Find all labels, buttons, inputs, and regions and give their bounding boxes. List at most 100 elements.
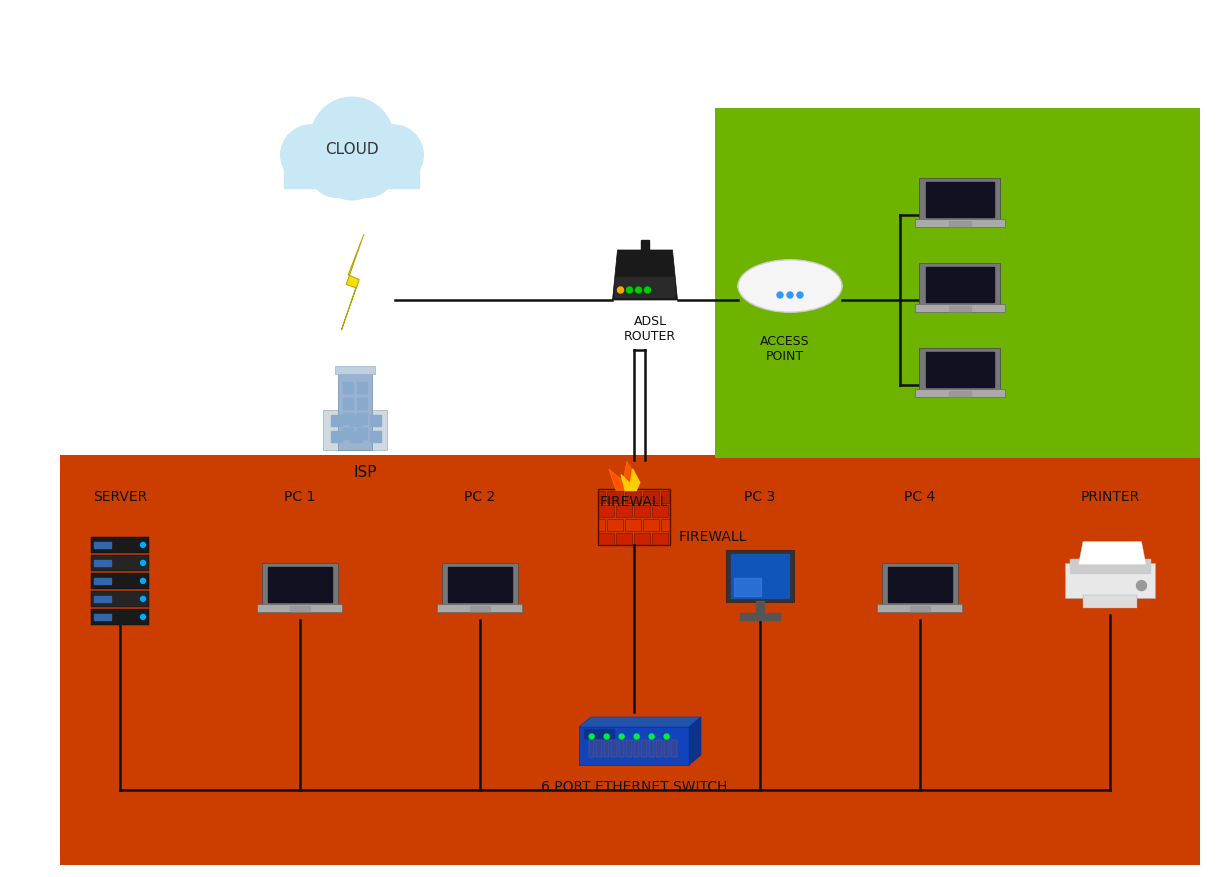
Bar (643, 491, 659, 503)
Circle shape (618, 287, 624, 293)
Bar (94, 614, 111, 619)
Bar (641, 740, 647, 758)
Bar (949, 221, 971, 226)
Circle shape (589, 734, 595, 739)
Circle shape (604, 734, 609, 739)
Text: 6 PORT ETHERNET SWITCH: 6 PORT ETHERNET SWITCH (541, 780, 728, 794)
Bar (617, 505, 631, 517)
Circle shape (626, 287, 632, 293)
Bar (915, 389, 1005, 397)
Bar (598, 519, 604, 531)
Circle shape (309, 140, 365, 197)
Bar (736, 288, 844, 335)
Bar (661, 519, 670, 531)
Bar (1065, 562, 1155, 597)
Bar (657, 740, 662, 758)
Bar (756, 602, 764, 614)
Bar (94, 578, 111, 583)
Bar (926, 267, 994, 303)
Bar (335, 367, 375, 374)
Bar (60, 455, 1200, 865)
Circle shape (140, 596, 145, 602)
Bar (615, 277, 674, 297)
Bar (579, 727, 689, 765)
Bar (926, 352, 994, 388)
Bar (370, 431, 381, 442)
Bar (915, 219, 1005, 227)
Polygon shape (613, 250, 678, 300)
Bar (716, 108, 1200, 458)
Text: ADSL
ROUTER: ADSL ROUTER (624, 315, 676, 343)
Circle shape (281, 125, 341, 185)
Bar (589, 740, 595, 758)
Polygon shape (579, 717, 701, 727)
Circle shape (311, 97, 393, 180)
Circle shape (664, 734, 669, 739)
Bar (343, 428, 353, 439)
Bar (607, 491, 623, 503)
Ellipse shape (737, 263, 842, 312)
Bar (612, 740, 617, 758)
Circle shape (1137, 581, 1147, 590)
Bar (94, 542, 111, 547)
Bar (926, 182, 994, 217)
Bar (448, 567, 513, 602)
Bar (584, 730, 614, 738)
Bar (343, 413, 353, 424)
Bar (617, 533, 631, 545)
Bar (92, 591, 149, 607)
Bar (598, 533, 614, 545)
Text: CLOUD: CLOUD (325, 142, 379, 158)
Circle shape (777, 292, 783, 298)
Bar (331, 415, 342, 426)
Text: SERVER: SERVER (93, 490, 147, 504)
Bar (919, 263, 1000, 306)
Polygon shape (342, 234, 364, 330)
Text: PC 3: PC 3 (745, 490, 775, 504)
Bar (357, 413, 366, 424)
Bar (604, 740, 609, 758)
Bar (350, 415, 361, 426)
Bar (634, 533, 650, 545)
Bar (92, 537, 149, 553)
Polygon shape (609, 461, 637, 490)
Circle shape (324, 143, 381, 200)
Bar (357, 398, 366, 409)
Bar (740, 613, 780, 620)
Polygon shape (1078, 541, 1147, 565)
Bar (626, 740, 631, 758)
Ellipse shape (737, 263, 842, 312)
Bar (634, 740, 640, 758)
Bar (94, 560, 111, 566)
Bar (343, 398, 353, 409)
Bar (726, 550, 794, 602)
Bar (92, 610, 149, 625)
Bar (357, 428, 366, 439)
Bar (878, 604, 962, 612)
Bar (949, 306, 971, 311)
Circle shape (797, 292, 803, 298)
Bar (643, 519, 659, 531)
Circle shape (140, 560, 145, 566)
Circle shape (338, 140, 396, 197)
Circle shape (140, 615, 145, 619)
Bar (261, 563, 338, 606)
Bar (94, 596, 111, 602)
Bar (672, 740, 676, 758)
Text: PC 1: PC 1 (284, 490, 316, 504)
Circle shape (634, 734, 639, 739)
Bar (1083, 595, 1137, 608)
Bar (92, 555, 149, 571)
Bar (910, 606, 930, 611)
Ellipse shape (737, 260, 842, 312)
Text: FIREWALL: FIREWALL (679, 530, 747, 544)
Bar (324, 410, 387, 450)
Circle shape (140, 542, 145, 547)
Bar (664, 740, 669, 758)
Bar (437, 604, 523, 612)
Bar (888, 567, 952, 602)
Bar (731, 553, 789, 598)
Circle shape (364, 125, 424, 185)
Bar (267, 567, 332, 602)
Circle shape (619, 734, 624, 739)
